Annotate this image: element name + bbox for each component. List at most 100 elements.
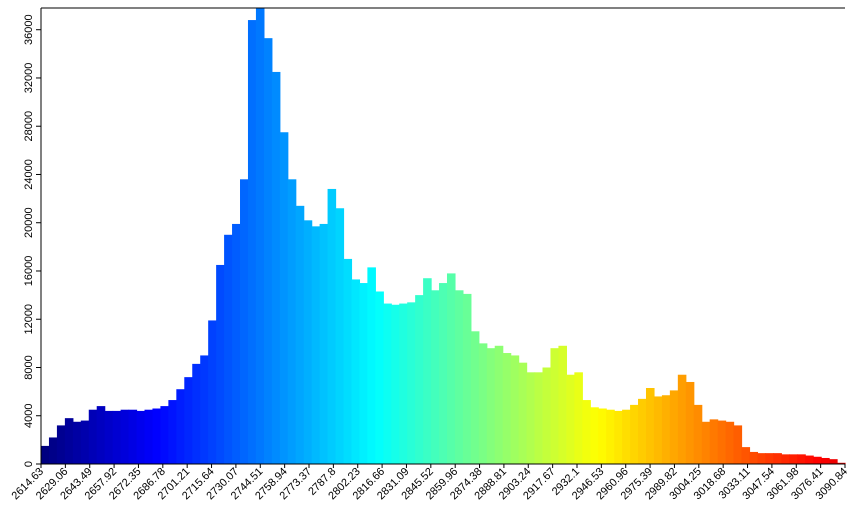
histogram-bar	[797, 454, 806, 464]
histogram-bar	[542, 367, 552, 464]
histogram-bar	[486, 348, 496, 464]
histogram-bar	[757, 453, 766, 464]
histogram-bar	[279, 132, 289, 464]
y-tick-label: 0	[23, 461, 35, 467]
histogram-bar	[661, 395, 671, 464]
histogram-bar	[829, 459, 838, 464]
histogram-bar	[446, 273, 456, 464]
histogram-bar	[837, 462, 846, 464]
histogram-bar	[765, 453, 774, 464]
histogram-bar	[717, 420, 727, 464]
histogram-bar	[431, 290, 440, 464]
histogram-bar	[638, 398, 647, 464]
histogram-bar	[112, 410, 122, 464]
histogram-bar	[741, 447, 751, 464]
histogram-bar	[558, 345, 567, 464]
histogram-bar	[821, 457, 830, 464]
histogram-bar	[645, 388, 655, 464]
histogram-bar	[216, 264, 225, 464]
histogram-bar	[200, 355, 209, 464]
histogram-bar	[351, 279, 361, 464]
histogram-bar	[327, 188, 337, 464]
histogram-bar	[407, 302, 416, 464]
histogram-bar	[303, 220, 313, 464]
histogram-bar	[104, 410, 114, 464]
histogram-bar	[224, 234, 233, 464]
y-tick-label: 24000	[23, 159, 35, 190]
histogram-bar	[781, 454, 790, 464]
histogram-bar	[701, 421, 711, 464]
y-tick-label: 12000	[23, 304, 35, 335]
histogram-bar	[176, 389, 185, 464]
histogram-bar	[168, 400, 177, 464]
x-axis-ticks: 2614.632629.062643.492657.922672.352686.…	[10, 464, 847, 502]
histogram-bar	[439, 283, 448, 464]
histogram-bar	[733, 425, 743, 464]
histogram-bar	[367, 267, 376, 464]
histogram-bar	[359, 283, 368, 464]
histogram-bar	[208, 320, 217, 464]
histogram-bar	[263, 38, 273, 464]
histogram-bar	[48, 437, 58, 464]
histogram-bar	[550, 348, 560, 464]
histogram-bar	[80, 420, 90, 464]
histogram-bar	[677, 374, 687, 464]
bars-group	[41, 8, 846, 465]
histogram-bar	[96, 406, 106, 464]
histogram-bar	[669, 390, 679, 464]
histogram-bar	[518, 362, 528, 464]
histogram-bar	[184, 377, 193, 464]
histogram-bar	[534, 372, 544, 464]
histogram-bar	[598, 408, 607, 464]
histogram-bar	[709, 419, 719, 464]
histogram-bar	[510, 355, 520, 464]
histogram-bar	[502, 353, 512, 464]
y-tick-label: 16000	[23, 256, 35, 287]
histogram-bar	[56, 425, 66, 464]
histogram-bar	[415, 295, 424, 464]
y-tick-label: 32000	[23, 63, 35, 94]
histogram-bar	[375, 291, 384, 464]
histogram-bar	[240, 179, 249, 465]
histogram-bar	[41, 445, 50, 464]
y-tick-label: 4000	[23, 404, 35, 428]
histogram-bar	[653, 396, 663, 464]
histogram-bar	[399, 303, 408, 464]
histogram-bar	[287, 179, 297, 465]
histogram-bar	[773, 453, 782, 464]
histogram-bar	[160, 406, 169, 464]
histogram-bar	[383, 303, 392, 464]
histogram-bar	[749, 451, 759, 464]
histogram-bar	[128, 409, 138, 464]
histogram-bar	[789, 454, 798, 464]
histogram-bar	[423, 278, 432, 464]
histogram-bar	[590, 407, 599, 464]
histogram-bar	[152, 408, 162, 464]
histogram-bar	[494, 345, 504, 464]
histogram-bar	[725, 421, 735, 464]
histogram-bar	[88, 409, 98, 464]
y-tick-label: 28000	[23, 111, 35, 142]
histogram-bar	[72, 421, 82, 464]
histogram-bar	[622, 409, 631, 464]
histogram-bar	[255, 8, 265, 464]
y-axis-ticks: 0 4000 8000 12000 16000 20000 24000 28000 32000 3…	[23, 14, 41, 467]
histogram-bar	[391, 304, 400, 464]
histogram-bar	[478, 343, 488, 464]
axes-group	[40, 7, 845, 465]
histogram-bar	[295, 205, 305, 464]
histogram-bar	[192, 363, 201, 464]
histogram-bar	[685, 381, 695, 464]
histogram-bar	[470, 331, 480, 464]
histogram-bar	[311, 226, 321, 464]
histogram-bar	[574, 372, 583, 464]
y-tick-label: 8000	[23, 355, 35, 379]
histogram-bar	[232, 223, 241, 464]
histogram-bar	[526, 372, 536, 464]
histogram-bar	[566, 374, 575, 464]
histogram-bar	[462, 293, 472, 464]
histogram-bar	[693, 404, 703, 464]
histogram-bar	[343, 258, 353, 464]
